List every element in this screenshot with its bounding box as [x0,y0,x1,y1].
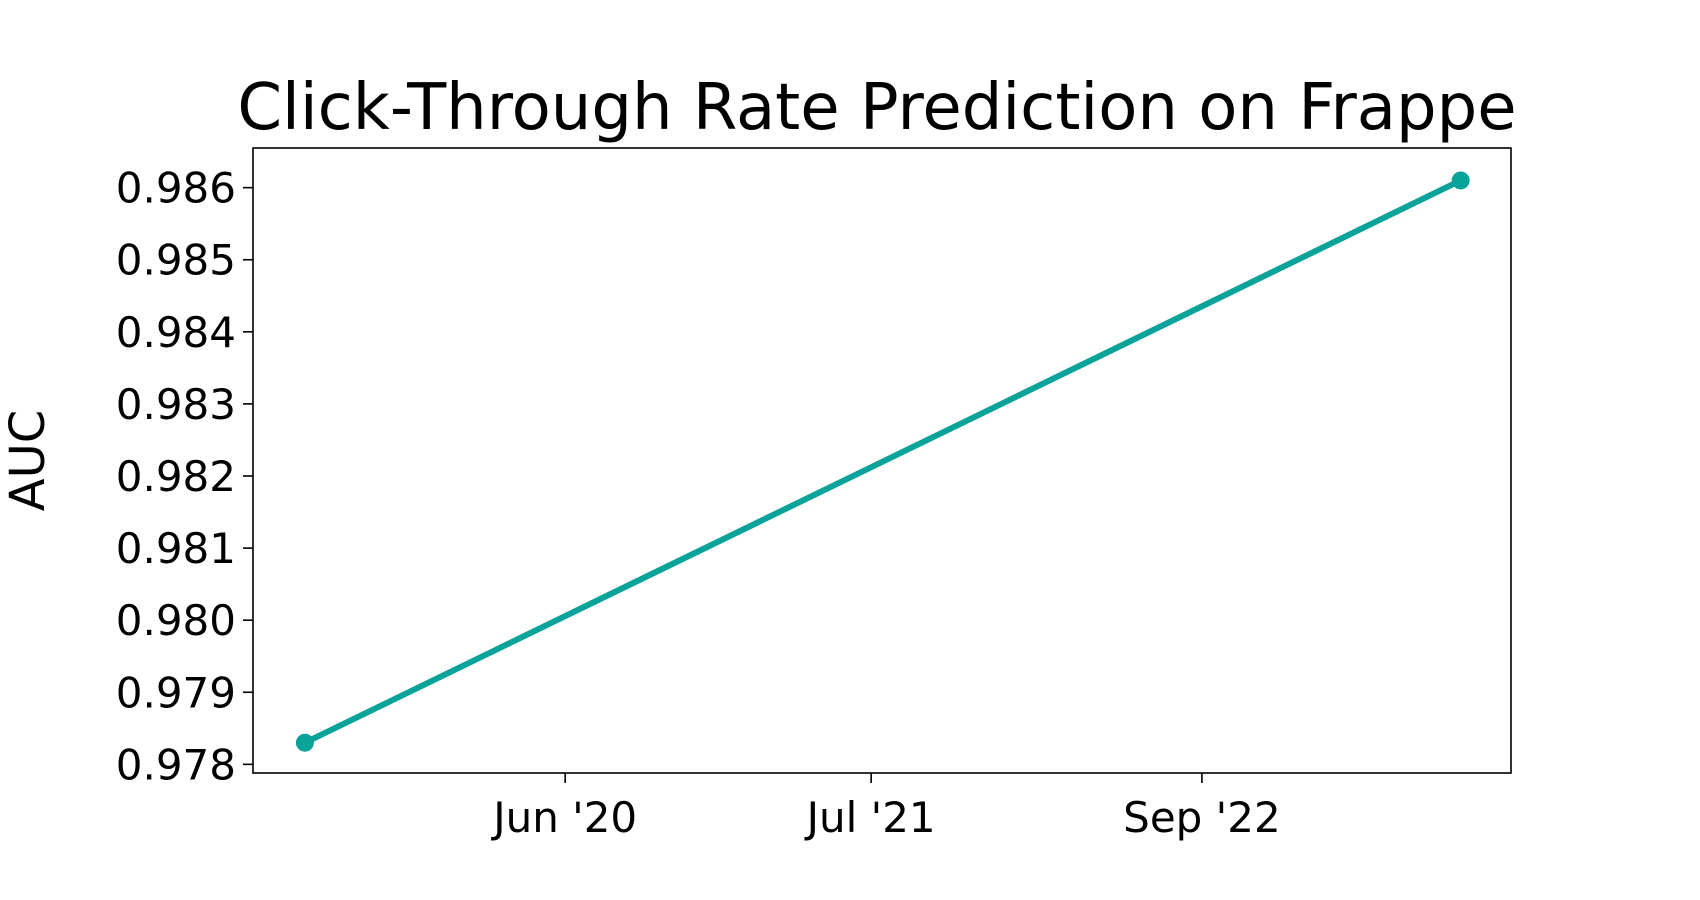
series-line [301,177,1464,746]
data-point [295,733,314,752]
x-tick-label: Jun '20 [490,793,637,842]
chart-title: Click-Through Rate Prediction on Frappe [237,71,1516,145]
x-tick-label: Jul '21 [804,793,936,842]
series-layer [295,171,1470,752]
y-tick-label: 0.984 [116,308,236,357]
data-point [1451,171,1470,190]
y-tick-label: 0.979 [116,668,236,717]
y-tick-label: 0.982 [116,452,236,501]
y-tick-label: 0.980 [116,596,236,645]
y-axis-label: AUC [0,410,56,511]
y-tick-label: 0.985 [116,236,236,285]
y-axis: 0.978 0.979 0.980 0.981 0.982 0.983 0.984 0.985… [116,164,253,789]
y-tick-label: 0.986 [116,164,236,213]
y-tick-label: 0.981 [116,524,236,573]
x-tick-label: Sep '22 [1123,793,1281,842]
y-tick-label: 0.978 [116,740,236,789]
y-tick-label: 0.983 [116,380,236,429]
x-axis: Jun '20 Jul '21 Sep '22 [490,773,1281,842]
